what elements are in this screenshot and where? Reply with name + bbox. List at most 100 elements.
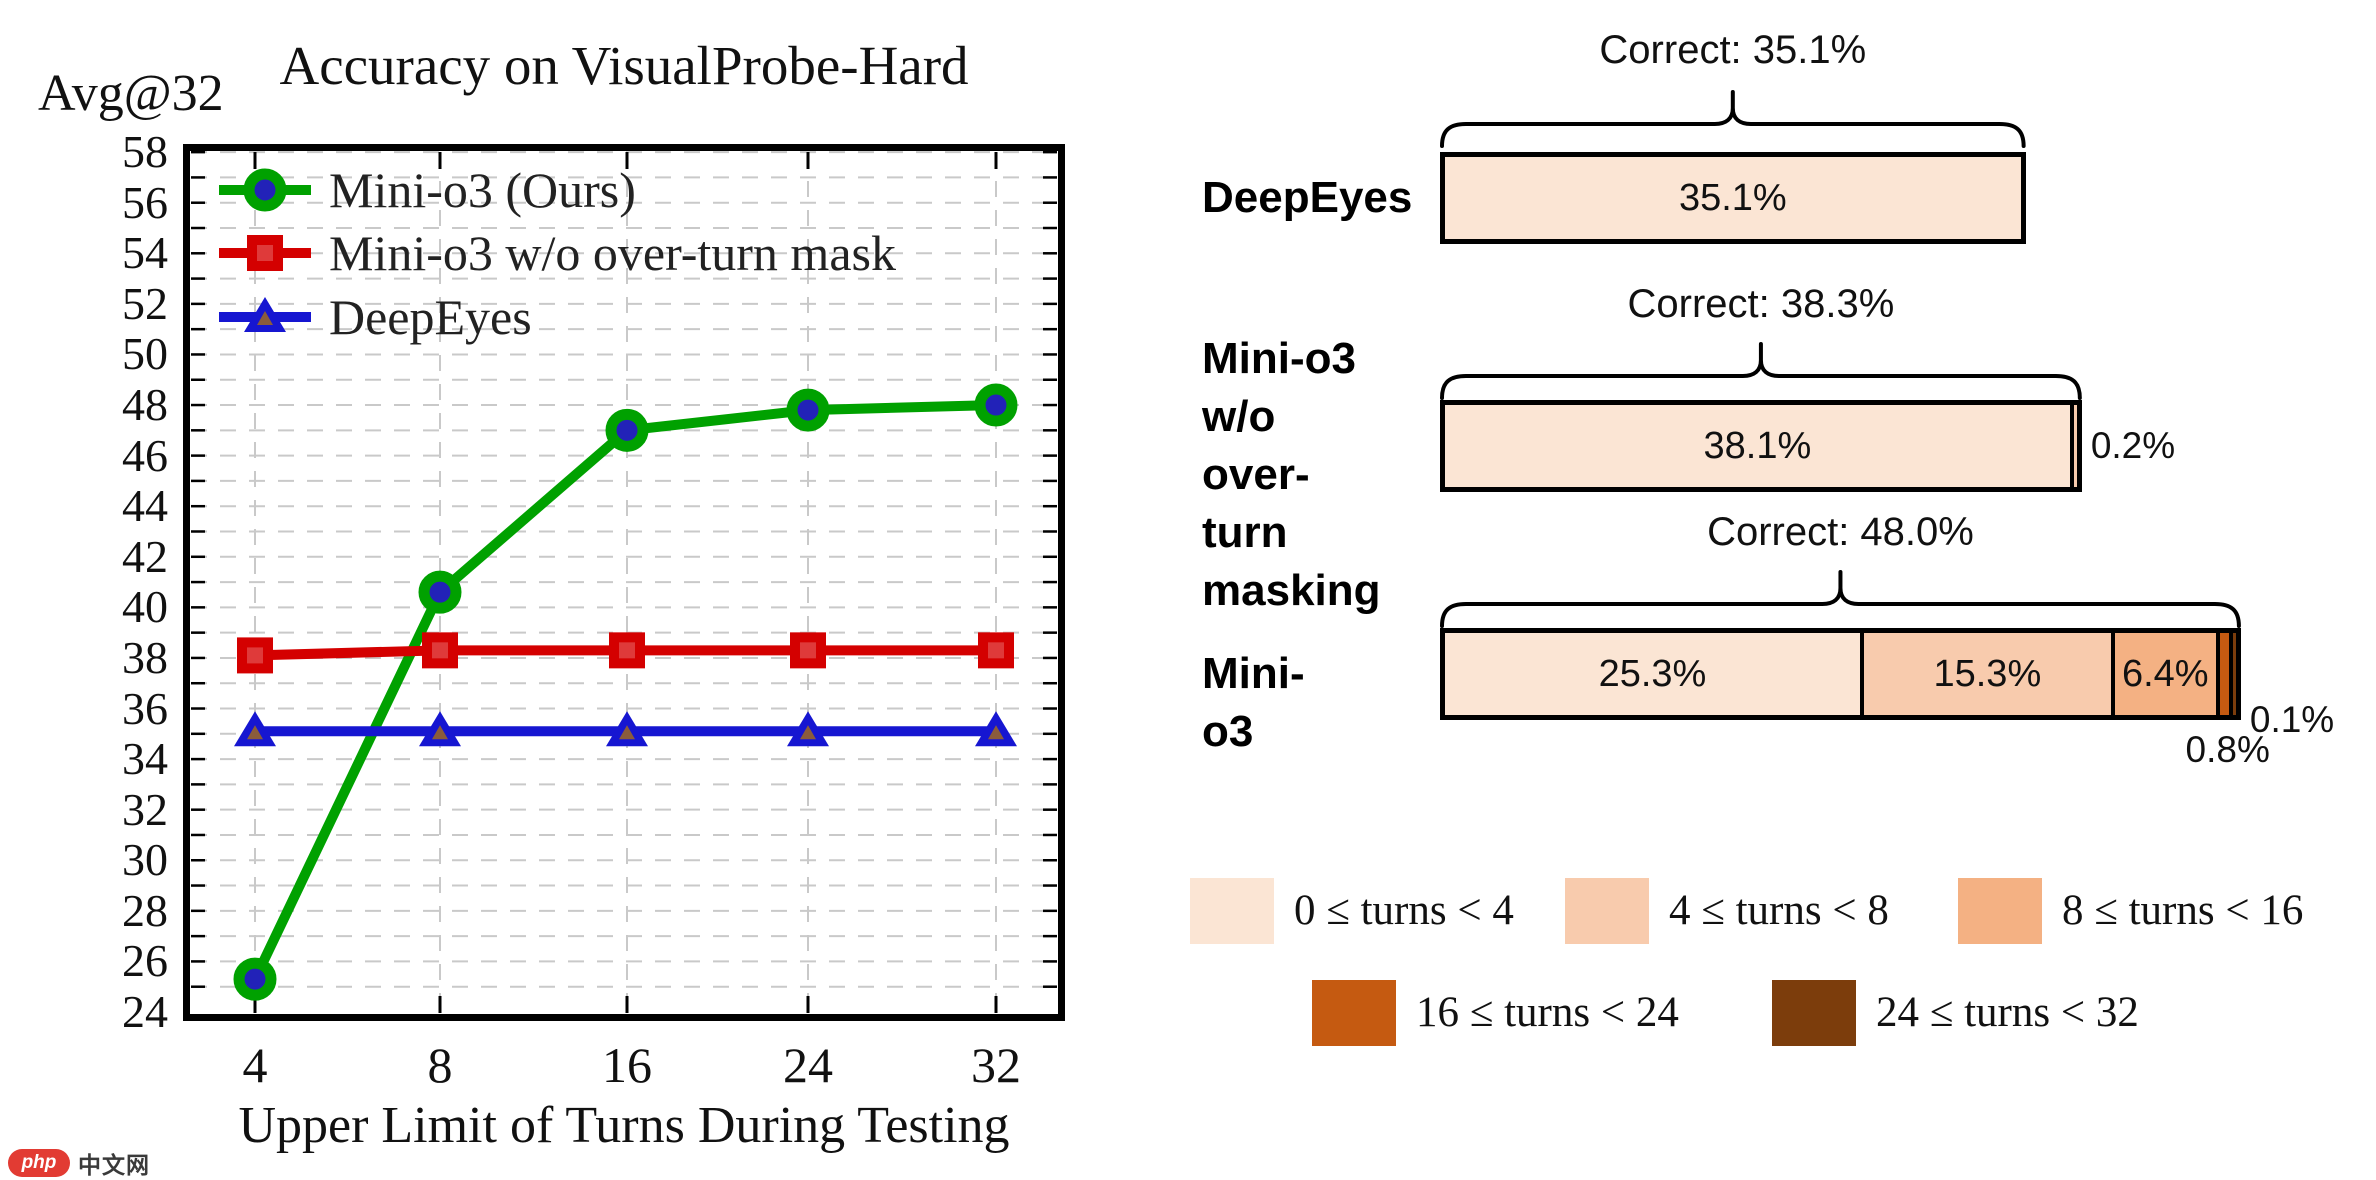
brace-bracket-icon — [1440, 342, 2082, 400]
segment-value-label: 0.2% — [2090, 425, 2176, 466]
chart-legend-marker — [247, 235, 283, 271]
data-point-marker — [418, 570, 462, 614]
x-axis-label: Upper Limit of Turns During Testing — [238, 1097, 1010, 1154]
bar-segment — [2215, 633, 2229, 715]
php-logo-text: php — [21, 1152, 57, 1173]
correct-total-label: Correct: 38.3% — [1627, 282, 1895, 326]
y-axis-tick-label: 34 — [122, 733, 168, 785]
series-deepeyes — [234, 711, 1017, 747]
bar-segment: 15.3% — [1859, 633, 2111, 715]
series-mini-o3-ours — [233, 383, 1018, 1001]
legend-swatch — [1190, 878, 1274, 944]
legend-label: 8 ≤ turns < 16 — [2062, 887, 2304, 934]
php-logo-icon: php — [8, 1149, 70, 1177]
data-point-marker — [975, 711, 1017, 747]
series-mini-o3-w-o-over-turn-mask — [237, 632, 1014, 674]
y-axis-tick-label: 50 — [122, 328, 168, 380]
legend-label: 24 ≤ turns < 32 — [1876, 989, 2139, 1036]
correct-total-label: Correct: 48.0% — [1707, 510, 1974, 554]
chart-legend-item-mini-o3-w-o-over-turn-mask: Mini-o3 w/o over-turn mask — [219, 225, 896, 281]
data-point-marker — [605, 408, 649, 452]
stacked-bar: 38.1% 0.2% — [1440, 400, 2175, 492]
data-point-marker — [234, 711, 276, 747]
chart-legend: Mini-o3 (Ours) Mini-o3 w/o over-turn mask… — [219, 162, 896, 345]
bar-segment: 6.4% — [2110, 633, 2216, 715]
watermark: php 中文网 — [8, 1146, 150, 1180]
bar-row-label-line: Mini-o3 — [1202, 334, 1356, 383]
bar-row-label-line: Mini-o3 — [1202, 649, 1305, 756]
segment-value-label: 38.1% — [1703, 424, 1812, 467]
data-point-marker — [609, 632, 645, 669]
segment-value-label: 6.4% — [2121, 652, 2209, 695]
axis-ticks — [191, 150, 1057, 1013]
x-axis-tick-label: 16 — [602, 1037, 652, 1093]
x-axis-tick-label: 32 — [971, 1037, 1021, 1093]
bar-row-label-line: over-turn — [1202, 450, 1310, 557]
y-axis-tick-label: 46 — [122, 429, 168, 481]
brace-bracket-icon — [1440, 90, 2026, 148]
legend-swatch — [1958, 878, 2042, 944]
x-axis-tick-label: 4 — [242, 1037, 268, 1093]
stacked-bar: 25.3% 15.3% 6.4% 0.8% 0.1% — [1440, 628, 2334, 770]
chart-legend-marker — [243, 168, 287, 212]
segment-value-label: 25.3% — [1598, 652, 1707, 695]
y-axis-tick-label: 52 — [122, 277, 168, 329]
chart-legend-label: Mini-o3 (Ours) — [329, 162, 636, 218]
line-chart: Avg@32 Accuracy on VisualProbe-Hard 24 26… — [0, 0, 1140, 1180]
data-point-marker — [606, 711, 648, 747]
watermark-site-text: 中文网 — [78, 1153, 150, 1179]
segment-value-label: 0.1% — [2249, 699, 2335, 740]
data-point-marker — [422, 632, 458, 669]
data-point-marker — [978, 632, 1014, 669]
bar-row-label-line: w/o — [1202, 392, 1276, 441]
bar-row-label-line: masking — [1202, 566, 1381, 615]
gridlines — [191, 151, 1057, 1013]
y-axis-tick-label: 48 — [122, 379, 168, 431]
legend-swatch — [1312, 980, 1396, 1046]
line-chart-plot: Mini-o3 (Ours) Mini-o3 w/o over-turn mask… — [183, 144, 1065, 1021]
y-axis-tick-label: 40 — [122, 581, 168, 633]
y-axis-tick-label: 30 — [122, 834, 168, 886]
y-axis-tick-label: 32 — [122, 783, 168, 835]
bar-row-label: Mini-o3 w/o over-turn masking — [1202, 330, 1381, 620]
data-point-marker — [974, 383, 1018, 427]
y-axis-tick-label: 56 — [122, 176, 168, 228]
x-axis-tick-label: 24 — [783, 1037, 833, 1093]
segment-value-label: 0.8% — [2185, 729, 2270, 770]
y-axis-tick-label: 38 — [122, 631, 168, 683]
data-point-marker — [233, 957, 277, 1001]
bar-segment — [2228, 633, 2236, 715]
bar-segment: 35.1% — [1445, 157, 2021, 239]
legend-swatch — [1772, 980, 1856, 1046]
legend-label: 16 ≤ turns < 24 — [1416, 989, 1679, 1036]
bar-segment: 38.1% — [1445, 405, 2070, 487]
chart-legend-label: Mini-o3 w/o over-turn mask — [329, 225, 896, 281]
bar-row-label-line: DeepEyes — [1202, 173, 1413, 222]
y-axis-tick-label: 36 — [122, 682, 168, 734]
bar-row-label: DeepEyes — [1202, 169, 1412, 227]
y-axis-corner-label: Avg@32 — [38, 65, 224, 122]
segment-value-label: 15.3% — [1933, 652, 2042, 695]
bar-segment: 25.3% — [1445, 633, 1860, 715]
chart-legend-item-mini-o3-ours: Mini-o3 (Ours) — [219, 162, 636, 218]
chart-legend-label: DeepEyes — [329, 289, 532, 345]
bar-segment — [2069, 405, 2077, 487]
data-point-marker — [786, 388, 830, 432]
legend-swatch — [1565, 878, 1649, 944]
x-axis-tick-label: 8 — [427, 1037, 453, 1093]
y-axis-tick-label: 54 — [122, 227, 168, 279]
bar-row-label: Mini-o3 — [1202, 645, 1305, 761]
data-point-marker — [237, 637, 273, 674]
data-point-marker — [790, 632, 826, 669]
y-axis-tick-label: 28 — [122, 884, 168, 936]
legend-label: 0 ≤ turns < 4 — [1294, 887, 1514, 934]
y-axis-tick-label: 26 — [122, 935, 168, 987]
data-point-marker — [419, 711, 461, 747]
chart-title: Accuracy on VisualProbe-Hard — [279, 35, 969, 96]
y-axis-tick-label: 24 — [122, 986, 168, 1037]
plot-border — [183, 144, 1065, 1021]
y-axis-tick-label: 58 — [122, 126, 168, 178]
segment-value-label: 35.1% — [1678, 176, 1787, 219]
chart-legend-marker — [244, 297, 286, 332]
